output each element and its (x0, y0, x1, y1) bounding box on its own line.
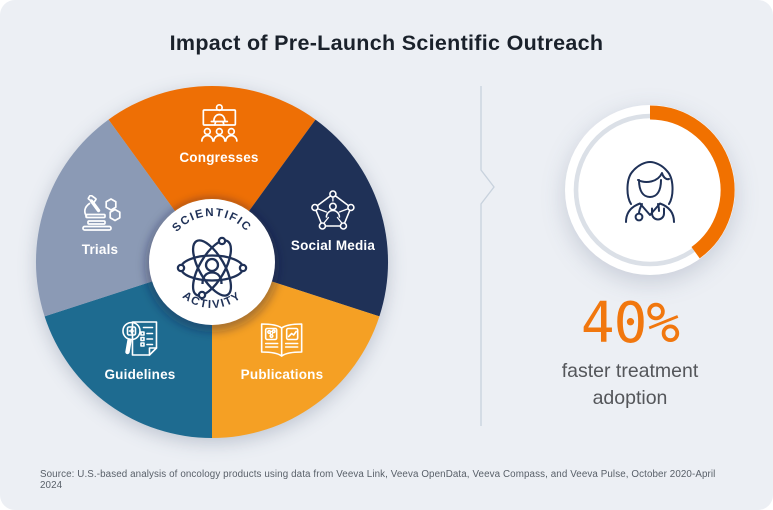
segment-trials: Trials (77, 195, 123, 257)
segment-label: Trials (81, 242, 119, 257)
segment-publications: Publications (241, 322, 324, 382)
adoption-progress-ring (565, 105, 735, 275)
segment-congresses: Congresses (179, 103, 258, 165)
section-divider (480, 86, 495, 426)
ring-base-circle (565, 105, 735, 275)
doctor-icon (625, 161, 675, 223)
guidelines-document-icon (121, 321, 157, 356)
segment-label: Guidelines (104, 367, 176, 382)
trials-microscope-icon (82, 195, 121, 231)
segment-label: Congresses (179, 150, 259, 165)
segment-social-media: Social Media (291, 189, 375, 253)
congress-presentation-icon (200, 103, 238, 142)
pie-slice-congresses (108, 85, 316, 262)
social-network-icon (311, 190, 355, 230)
source-note: Source: U.S.-based analysis of oncology … (40, 469, 716, 491)
segment-label: Publications (240, 367, 324, 382)
page-title: Impact of Pre-Launch Scientific Outreach (169, 31, 604, 55)
segment-label: Social Media (290, 238, 376, 253)
hub-circle (149, 199, 275, 325)
stat-caption: faster treatment adoption (561, 360, 699, 409)
ring-progress-arc (649, 105, 735, 259)
segment-guidelines: Guidelines (104, 316, 175, 382)
scientific-activity-pie-chart: SCIENTIFIC ACTIVITY (35, 85, 389, 439)
publications-book-icon (261, 323, 303, 357)
atom-person-icon (176, 236, 248, 300)
stat-percentage: 40% (580, 291, 680, 356)
